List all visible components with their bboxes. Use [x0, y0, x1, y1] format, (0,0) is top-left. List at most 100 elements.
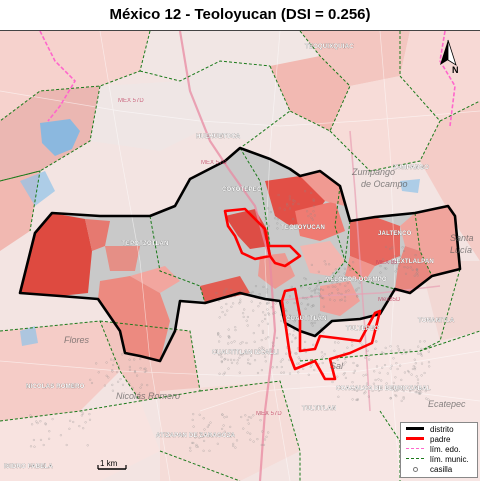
casilla-point — [133, 371, 137, 374]
casilla-point — [257, 324, 260, 327]
casilla-point — [292, 316, 295, 320]
casilla-point — [82, 427, 85, 430]
label-tonanitla: TONANITLA — [418, 318, 455, 324]
casilla-point — [418, 389, 421, 392]
casilla-point — [336, 288, 339, 291]
casilla-point — [111, 389, 114, 392]
casilla-point — [301, 317, 304, 320]
casilla-point — [301, 226, 304, 229]
label-coacalco: COACALCO DE BERRIOZABAL — [336, 386, 431, 392]
casilla-point — [290, 285, 293, 288]
casilla-point — [379, 265, 382, 268]
casilla-point — [269, 348, 272, 351]
casilla-point — [336, 375, 339, 378]
casilla-point — [47, 437, 51, 440]
casilla-point — [294, 337, 297, 340]
label-nextlalpan: NEXTLALPAN — [392, 259, 434, 265]
legend-item-lim-edo: lím. edo. — [405, 444, 461, 454]
casilla-point — [88, 413, 91, 416]
casilla-point — [334, 341, 337, 344]
casilla-point — [266, 322, 269, 325]
casilla-point — [276, 222, 279, 225]
casilla-point — [290, 340, 294, 343]
casilla-point — [271, 350, 274, 353]
town-santa: Santa — [450, 233, 474, 243]
casilla-point — [409, 390, 412, 393]
town-zumpango: Zumpango — [351, 167, 395, 177]
casilla-point — [365, 382, 369, 385]
casilla-point — [356, 364, 359, 367]
casilla-point — [219, 353, 222, 356]
municipality-labels: TEOQUIXQUIAC HUEHUETOCA COYOTEPEC ZUMPAN… — [4, 44, 455, 470]
casilla-point — [247, 416, 250, 419]
casilla-point — [315, 284, 318, 287]
map-panel[interactable]: TEOQUIXQUIAC HUEHUETOCA COYOTEPEC ZUMPAN… — [0, 30, 480, 481]
casilla-point — [372, 382, 375, 385]
legend-item-distrito: distrito — [405, 424, 454, 434]
casilla-point — [111, 363, 115, 367]
casilla-point — [267, 225, 270, 228]
casilla-point — [396, 345, 399, 348]
casilla-point — [232, 444, 235, 447]
casilla-point — [310, 290, 313, 293]
casilla-point — [394, 389, 397, 392]
casilla-point — [256, 371, 260, 375]
casilla-point — [274, 311, 277, 314]
casilla-point — [109, 358, 113, 361]
casilla-point — [203, 428, 206, 431]
casilla-point — [336, 358, 339, 361]
casilla-point — [317, 270, 320, 273]
district-boundary[interactable] — [18, 146, 462, 363]
casilla-point — [313, 205, 316, 208]
casilla-point — [223, 371, 226, 374]
casilla-point — [220, 361, 223, 364]
casilla-point — [344, 290, 347, 293]
casilla-point — [301, 296, 305, 299]
casilla-point — [249, 432, 252, 435]
casilla-point — [321, 296, 324, 299]
casilla-point — [340, 292, 343, 296]
casilla-point — [80, 414, 83, 417]
casilla-point — [385, 245, 388, 248]
casilla-point — [320, 351, 323, 354]
casilla-point — [35, 420, 38, 423]
casilla-point — [90, 381, 94, 385]
casilla-point — [262, 285, 265, 288]
casilla-point — [416, 269, 419, 272]
casilla-point — [272, 312, 275, 315]
casilla-point — [298, 358, 301, 361]
district-map[interactable]: TEOQUIXQUIAC HUEHUETOCA COYOTEPEC ZUMPAN… — [0, 31, 480, 481]
scale-bar-label: 1 km — [100, 459, 118, 468]
casilla-point — [313, 368, 316, 372]
casilla-point — [319, 296, 322, 299]
casilla-point — [303, 277, 306, 280]
padre-boundaries[interactable] — [223, 207, 382, 381]
casilla-point — [32, 438, 35, 442]
casilla-point — [262, 347, 265, 350]
road-85d: Mex85D — [378, 297, 401, 303]
casilla-point — [271, 341, 274, 344]
casilla-point — [369, 387, 372, 390]
casilla-point — [285, 310, 288, 313]
casilla-point — [339, 283, 342, 286]
casilla-point — [313, 289, 316, 292]
casilla-point — [352, 261, 355, 264]
legend-label: distrito — [430, 424, 454, 434]
casilla-point — [259, 302, 262, 305]
casilla-point — [223, 358, 226, 361]
town-lucia: Lucía — [450, 245, 472, 255]
casilla-point — [218, 340, 221, 343]
casilla-point — [68, 427, 71, 430]
road-57d-north: MEX 57D — [118, 98, 144, 104]
casilla-point — [265, 412, 268, 415]
casilla-point — [310, 191, 313, 194]
casilla-point — [288, 198, 291, 201]
casilla-point — [323, 260, 326, 263]
north-arrow-label: N — [452, 65, 459, 75]
casilla-point — [286, 301, 289, 304]
casilla-point — [233, 358, 236, 362]
casilla-point — [215, 292, 218, 295]
casilla-point — [307, 373, 310, 376]
casilla-point — [288, 372, 292, 375]
casilla-point — [239, 300, 242, 303]
